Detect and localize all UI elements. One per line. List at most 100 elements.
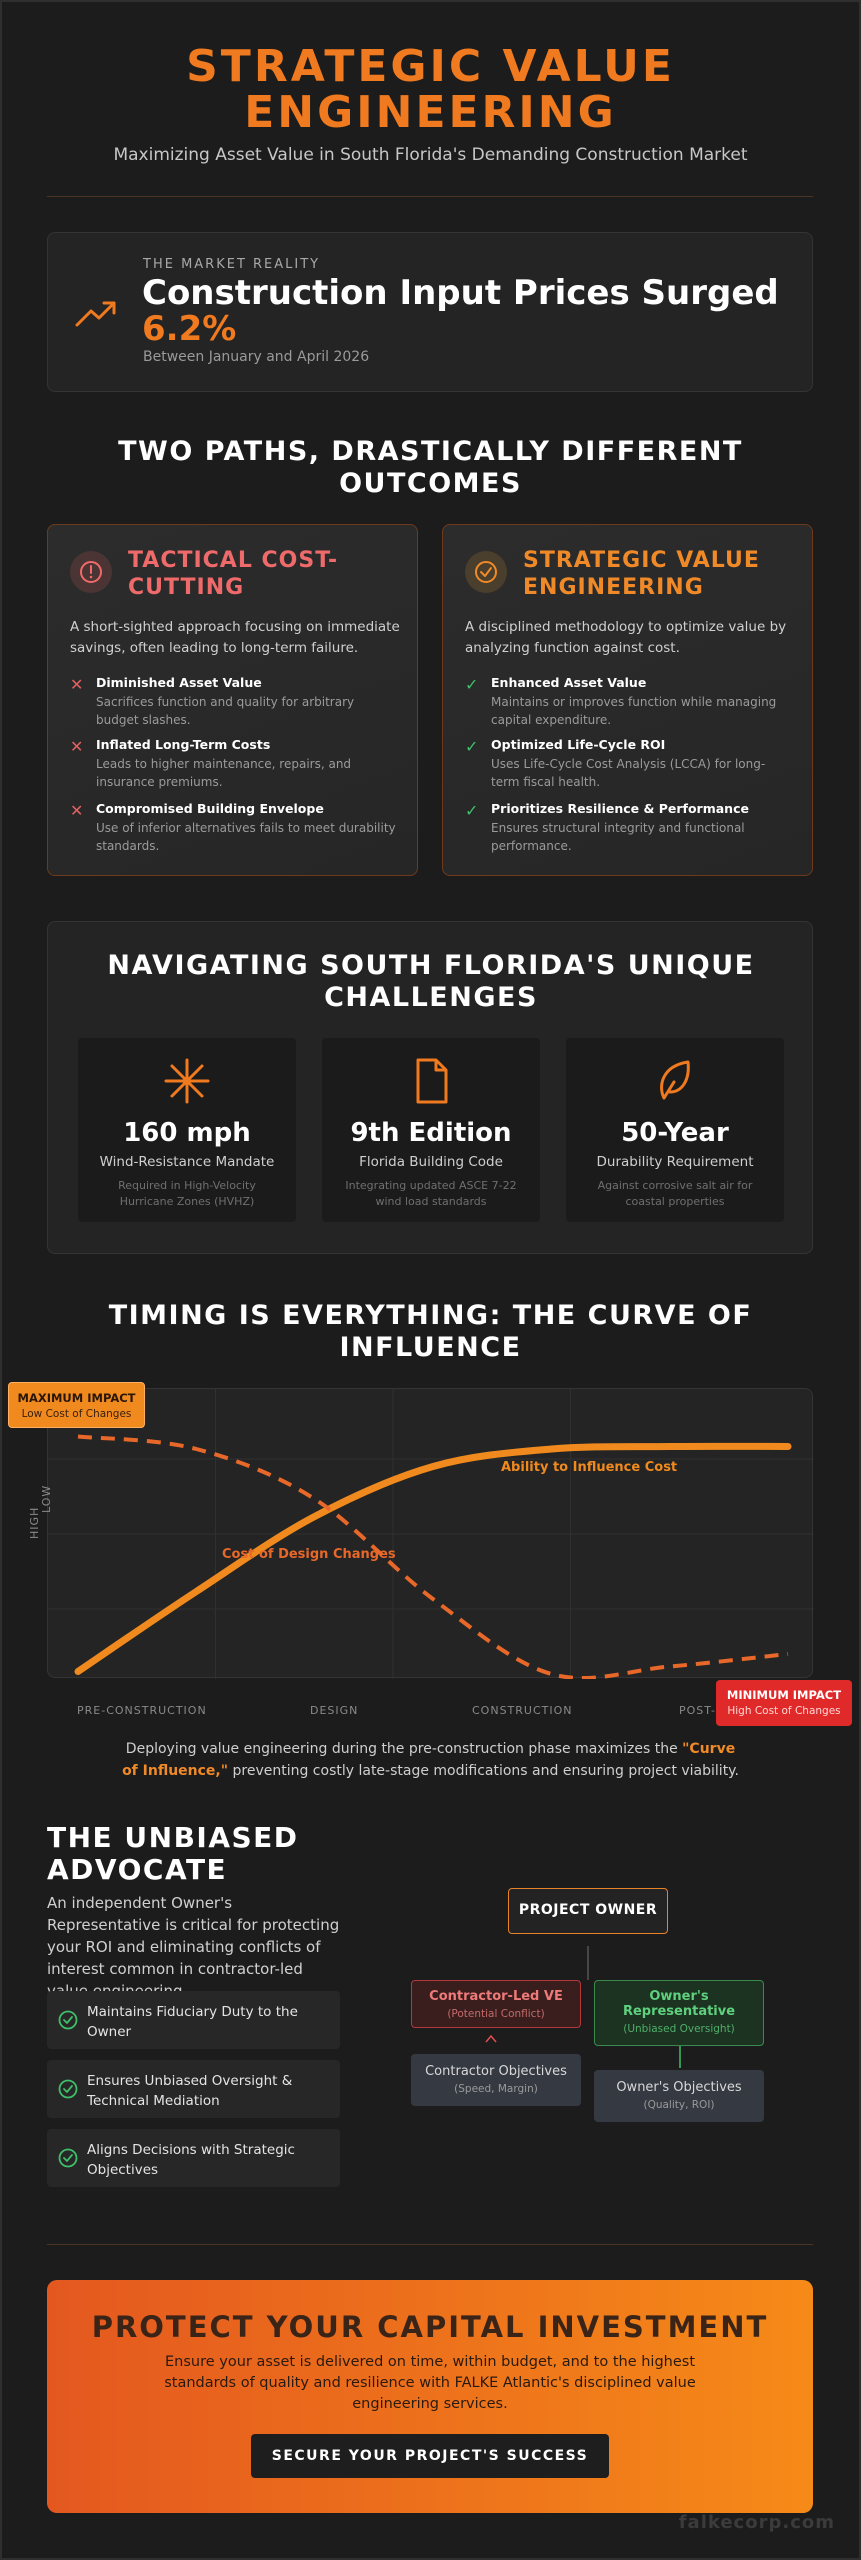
owners-rep-sub: (Unbiased Oversight) (623, 2023, 735, 2035)
challenge-label: Durability Requirement (596, 1154, 754, 1170)
curve-note: Deploying value engineering during the p… (120, 1738, 741, 1782)
strategic-title-line-2: ENGINEERING (523, 575, 704, 600)
curve-chart: HIGH LOW PRE-CONSTRUCTION DESIGN CONSTRU… (28, 1388, 814, 1717)
brand-watermark: falkecorp.com (678, 2512, 835, 2533)
wind-burst-icon (164, 1058, 210, 1104)
challenge-wind: 160 mph Wind-Resistance Mandate Required… (78, 1038, 296, 1222)
advocate-description: An independent Owner's Representative is… (47, 1894, 340, 2000)
tactical-item-desc: Leads to higher maintenance, repairs, an… (96, 757, 352, 789)
challenges-card: NAVIGATING SOUTH FLORIDA'S UNIQUE CHALLE… (47, 921, 813, 1254)
influence-series-line (74, 1442, 792, 1675)
x-tick-label: PRE-CONSTRUCTION (77, 1704, 207, 1717)
max-callout-sub: Low Cost of Changes (21, 1408, 132, 1420)
advocate-item-text: Ensures Unbiased Oversight & Technical M… (87, 2073, 293, 2109)
challenge-value: 9th Edition (350, 1118, 512, 1148)
cta-title: PROTECT YOUR CAPITAL INVESTMENT (91, 2310, 769, 2344)
tactical-item-desc: Sacrifices function and quality for arbi… (96, 695, 355, 727)
challenge-label: Wind-Resistance Mandate (99, 1154, 275, 1170)
tactical-title-line-2: CUTTING (128, 575, 245, 600)
tactical-item-title: Inflated Long-Term Costs (96, 737, 271, 752)
curve-title-line-2: INFLUENCE (339, 1332, 522, 1363)
strategic-item-desc: Maintains or improves function while man… (491, 695, 777, 727)
challenge-label: Florida Building Code (359, 1154, 503, 1170)
tactical-item-desc: Use of inferior alternatives fails to me… (96, 821, 396, 853)
market-headline: Construction Input Prices Surged (142, 273, 779, 313)
document-icon (416, 1058, 448, 1104)
x-icon: ✕ (70, 737, 84, 756)
tactical-description: A short-sighted approach focusing on imm… (70, 619, 400, 656)
check-circle-icon (465, 551, 507, 593)
x-icon: ✕ (70, 675, 84, 694)
tactical-item-title: Compromised Building Envelope (96, 801, 324, 816)
paths-section-title: TWO PATHS, DRASTICALLY DIFFERENT OUTCOME… (0, 436, 861, 500)
owners-representative-node: Owner's Representative (Unbiased Oversig… (594, 1980, 764, 2046)
owners-objectives-sub: (Quality, ROI) (643, 2099, 715, 2111)
trending-up-icon (75, 301, 116, 327)
challenges-title: NAVIGATING SOUTH FLORIDA'S UNIQUE CHALLE… (48, 950, 814, 1014)
secure-project-button[interactable]: SECURE YOUR PROJECT'S SUCCESS (251, 2434, 609, 2478)
challenge-code: 9th Edition Florida Building Code Integr… (322, 1038, 540, 1222)
curve-note-prefix: Deploying value engineering during the p… (125, 1741, 683, 1757)
strategic-value-engineering-card: STRATEGIC VALUE ENGINEERING A discipline… (442, 524, 813, 876)
contractor-led-ve-sub: (Potential Conflict) (447, 2008, 545, 2020)
curve-note-suffix: preventing costly late-stage modificatio… (228, 1763, 739, 1779)
advocate-title: THE UNBIASED ADVOCATE (47, 1822, 347, 1886)
contractor-objectives-sub: (Speed, Margin) (454, 2083, 538, 2095)
series-label-cost: Cost of Design Changes (222, 1547, 396, 1562)
divider (47, 196, 813, 197)
advocate-item-text: Aligns Decisions with Strategic Objectiv… (87, 2142, 295, 2178)
check-icon: ✓ (465, 801, 479, 820)
cta-panel: PROTECT YOUR CAPITAL INVESTMENT Ensure y… (47, 2280, 813, 2513)
owners-rep-title-1: Owner's (649, 1989, 709, 2004)
challenge-desc: Against corrosive salt air for coastal p… (597, 1179, 753, 1208)
owners-objectives-node: Owner's Objectives (Quality, ROI) (594, 2070, 764, 2122)
min-callout-title: MINIMUM IMPACT (726, 1688, 842, 1702)
tactical-item-title: Diminished Asset Value (96, 675, 262, 690)
curve-section-title: TIMING IS EVERYTHING: THE CURVE OF INFLU… (0, 1300, 861, 1364)
market-eyebrow: THE MARKET REALITY (143, 257, 321, 272)
title-line-2: ENGINEERING (244, 87, 617, 138)
series-label-influence: Ability to Influence Cost (501, 1460, 678, 1475)
x-tick-label: DESIGN (310, 1704, 359, 1717)
strategic-item-title: Optimized Life-Cycle ROI (491, 737, 666, 752)
advocate-item: Ensures Unbiased Oversight & Technical M… (47, 2060, 340, 2118)
strategic-item-title: Prioritizes Resilience & Performance (491, 801, 749, 816)
challenges-title-line-2: CHALLENGES (324, 982, 538, 1013)
advocate-item-text: Maintains Fiduciary Duty to the Owner (87, 2004, 298, 2040)
curve-title-line-1: TIMING IS EVERYTHING: THE CURVE OF (108, 1300, 753, 1331)
contractor-led-ve-title: Contractor-Led VE (429, 1989, 563, 2004)
project-owner-node: PROJECT OWNER (508, 1888, 668, 1934)
tactical-title-line-1: TACTICAL COST- (128, 548, 339, 573)
check-circle-icon (58, 2010, 78, 2030)
curve-chart-svg (48, 1389, 814, 1679)
challenge-desc: Integrating updated ASCE 7-22 wind load … (345, 1179, 517, 1208)
strategic-item-desc: Uses Life-Cycle Cost Analysis (LCCA) for… (491, 757, 766, 789)
owners-objectives-title: Owner's Objectives (616, 2080, 742, 2095)
challenge-value: 160 mph (123, 1118, 251, 1148)
curve-note-highlight: "Curve of Influence," (122, 1741, 736, 1779)
challenges-title-line-1: NAVIGATING SOUTH FLORIDA'S UNIQUE (107, 950, 755, 981)
leaf-icon (660, 1060, 690, 1100)
paths-title-line-2: OUTCOMES (339, 468, 522, 499)
contractor-led-ve-node: Contractor-Led VE (Potential Conflict) (411, 1980, 581, 2028)
title-line-1: STRATEGIC VALUE (186, 41, 675, 92)
strategic-description: A disciplined methodology to optimize va… (465, 619, 787, 656)
maximum-impact-callout: MAXIMUM IMPACT Low Cost of Changes (8, 1382, 145, 1428)
cost-series-line (77, 1434, 789, 1679)
advocate-item: Maintains Fiduciary Duty to the Owner (47, 1991, 340, 2049)
advocate-item: Aligns Decisions with Strategic Objectiv… (47, 2129, 340, 2187)
check-icon: ✓ (465, 737, 479, 756)
owners-rep-title-2: Representative (622, 2004, 736, 2019)
check-circle-icon (58, 2148, 78, 2168)
tactical-cost-cutting-card: TACTICAL COST- CUTTING A short-sighted a… (47, 524, 418, 876)
page-title: STRATEGIC VALUE ENGINEERING (0, 44, 861, 136)
market-period: Between January and April 2026 (143, 349, 370, 365)
divider (47, 2244, 813, 2245)
tactical-title: TACTICAL COST- CUTTING (128, 547, 408, 601)
challenge-durability: 50-Year Durability Requirement Against c… (566, 1038, 784, 1222)
x-icon: ✕ (70, 801, 84, 820)
minimum-impact-callout: MINIMUM IMPACT High Cost of Changes (716, 1680, 852, 1726)
max-callout-title: MAXIMUM IMPACT (17, 1391, 136, 1405)
strategic-item-desc: Ensures structural integrity and functio… (491, 821, 745, 853)
strategic-item-title: Enhanced Asset Value (491, 675, 647, 690)
